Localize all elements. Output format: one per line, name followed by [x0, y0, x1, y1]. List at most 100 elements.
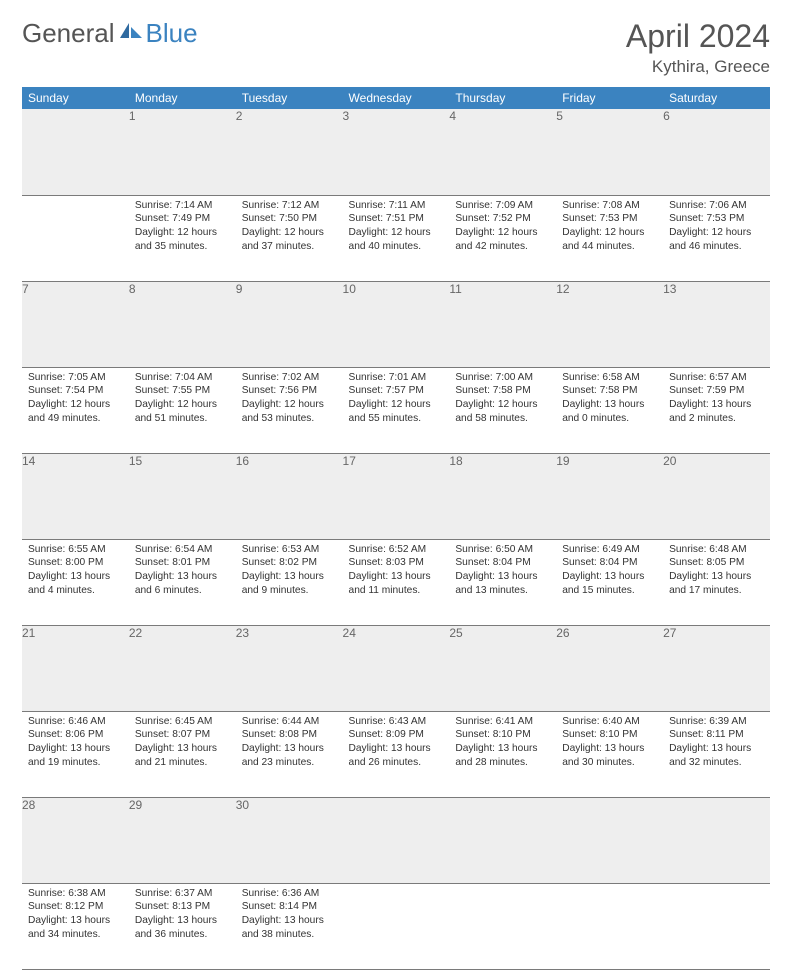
day-cell: Sunrise: 6:49 AMSunset: 8:04 PMDaylight:… — [556, 539, 663, 625]
sunset-text: Sunset: 8:10 PM — [455, 728, 550, 742]
day-number-cell: 3 — [343, 109, 450, 195]
day-number-cell: 17 — [343, 453, 450, 539]
daylight-line-2: and 42 minutes. — [455, 240, 550, 254]
daylight-line-2: and 44 minutes. — [562, 240, 657, 254]
sunset-text: Sunset: 8:04 PM — [562, 556, 657, 570]
header: General Blue April 2024 Kythira, Greece — [22, 18, 770, 77]
daylight-line-1: Daylight: 13 hours — [349, 742, 444, 756]
day-number-cell: 24 — [343, 625, 450, 711]
sunrise-text: Sunrise: 6:36 AM — [242, 887, 337, 901]
weekday-header: Tuesday — [236, 87, 343, 109]
daylight-line-1: Daylight: 12 hours — [242, 226, 337, 240]
day-number-cell: 7 — [22, 281, 129, 367]
day-number-cell: 14 — [22, 453, 129, 539]
daylight-line-1: Daylight: 12 hours — [455, 398, 550, 412]
daylight-line-2: and 19 minutes. — [28, 756, 123, 770]
sunrise-text: Sunrise: 6:50 AM — [455, 543, 550, 557]
day-details: Sunrise: 7:04 AMSunset: 7:55 PMDaylight:… — [129, 368, 236, 430]
daylight-line-2: and 37 minutes. — [242, 240, 337, 254]
daylight-line-1: Daylight: 13 hours — [135, 742, 230, 756]
weekday-header: Thursday — [449, 87, 556, 109]
day-cell: Sunrise: 6:57 AMSunset: 7:59 PMDaylight:… — [663, 367, 770, 453]
daylight-line-2: and 38 minutes. — [242, 928, 337, 942]
daylight-line-1: Daylight: 13 hours — [28, 742, 123, 756]
sunset-text: Sunset: 7:55 PM — [135, 384, 230, 398]
sunrise-text: Sunrise: 7:02 AM — [242, 371, 337, 385]
daylight-line-2: and 2 minutes. — [669, 412, 764, 426]
sunrise-text: Sunrise: 6:46 AM — [28, 715, 123, 729]
sunrise-text: Sunrise: 6:54 AM — [135, 543, 230, 557]
day-number-row: 282930 — [22, 797, 770, 883]
sunrise-text: Sunrise: 6:44 AM — [242, 715, 337, 729]
daylight-line-1: Daylight: 13 hours — [242, 570, 337, 584]
weekday-header: Saturday — [663, 87, 770, 109]
day-details: Sunrise: 7:11 AMSunset: 7:51 PMDaylight:… — [343, 196, 450, 258]
daylight-line-2: and 55 minutes. — [349, 412, 444, 426]
day-cell: Sunrise: 6:53 AMSunset: 8:02 PMDaylight:… — [236, 539, 343, 625]
daylight-line-2: and 40 minutes. — [349, 240, 444, 254]
sunrise-text: Sunrise: 6:45 AM — [135, 715, 230, 729]
day-cell — [449, 883, 556, 969]
day-cell — [22, 195, 129, 281]
daylight-line-2: and 32 minutes. — [669, 756, 764, 770]
daylight-line-2: and 0 minutes. — [562, 412, 657, 426]
daylight-line-2: and 46 minutes. — [669, 240, 764, 254]
day-number-cell: 29 — [129, 797, 236, 883]
day-cell: Sunrise: 7:06 AMSunset: 7:53 PMDaylight:… — [663, 195, 770, 281]
day-number-cell: 2 — [236, 109, 343, 195]
day-details: Sunrise: 7:00 AMSunset: 7:58 PMDaylight:… — [449, 368, 556, 430]
daylight-line-1: Daylight: 13 hours — [669, 570, 764, 584]
sunrise-text: Sunrise: 6:37 AM — [135, 887, 230, 901]
daylight-line-2: and 23 minutes. — [242, 756, 337, 770]
sunset-text: Sunset: 7:58 PM — [562, 384, 657, 398]
day-number-cell: 23 — [236, 625, 343, 711]
day-number-cell: 12 — [556, 281, 663, 367]
sunset-text: Sunset: 8:10 PM — [562, 728, 657, 742]
daylight-line-1: Daylight: 12 hours — [349, 398, 444, 412]
daylight-line-1: Daylight: 13 hours — [455, 742, 550, 756]
sunset-text: Sunset: 8:11 PM — [669, 728, 764, 742]
day-cell: Sunrise: 6:45 AMSunset: 8:07 PMDaylight:… — [129, 711, 236, 797]
day-cell: Sunrise: 7:00 AMSunset: 7:58 PMDaylight:… — [449, 367, 556, 453]
daylight-line-2: and 34 minutes. — [28, 928, 123, 942]
sunset-text: Sunset: 8:13 PM — [135, 900, 230, 914]
day-number-cell: 16 — [236, 453, 343, 539]
day-cell: Sunrise: 6:39 AMSunset: 8:11 PMDaylight:… — [663, 711, 770, 797]
day-details: Sunrise: 6:48 AMSunset: 8:05 PMDaylight:… — [663, 540, 770, 602]
day-cell: Sunrise: 6:44 AMSunset: 8:08 PMDaylight:… — [236, 711, 343, 797]
daylight-line-1: Daylight: 12 hours — [28, 398, 123, 412]
daylight-line-1: Daylight: 12 hours — [669, 226, 764, 240]
sunset-text: Sunset: 7:52 PM — [455, 212, 550, 226]
sunrise-text: Sunrise: 6:58 AM — [562, 371, 657, 385]
day-cell: Sunrise: 7:14 AMSunset: 7:49 PMDaylight:… — [129, 195, 236, 281]
day-cell: Sunrise: 6:54 AMSunset: 8:01 PMDaylight:… — [129, 539, 236, 625]
sunset-text: Sunset: 7:54 PM — [28, 384, 123, 398]
daylight-line-1: Daylight: 12 hours — [562, 226, 657, 240]
logo-sails-icon — [118, 21, 144, 41]
sunset-text: Sunset: 7:50 PM — [242, 212, 337, 226]
sunrise-text: Sunrise: 7:06 AM — [669, 199, 764, 213]
sunrise-text: Sunrise: 7:00 AM — [455, 371, 550, 385]
sunrise-text: Sunrise: 6:57 AM — [669, 371, 764, 385]
daylight-line-2: and 15 minutes. — [562, 584, 657, 598]
weekday-header-row: Sunday Monday Tuesday Wednesday Thursday… — [22, 87, 770, 109]
daylight-line-2: and 13 minutes. — [455, 584, 550, 598]
day-number-cell: 13 — [663, 281, 770, 367]
day-details: Sunrise: 7:09 AMSunset: 7:52 PMDaylight:… — [449, 196, 556, 258]
sunrise-text: Sunrise: 6:43 AM — [349, 715, 444, 729]
day-details: Sunrise: 6:40 AMSunset: 8:10 PMDaylight:… — [556, 712, 663, 774]
daylight-line-2: and 30 minutes. — [562, 756, 657, 770]
sunrise-text: Sunrise: 7:08 AM — [562, 199, 657, 213]
sunrise-text: Sunrise: 7:04 AM — [135, 371, 230, 385]
day-cell: Sunrise: 7:12 AMSunset: 7:50 PMDaylight:… — [236, 195, 343, 281]
day-cell: Sunrise: 6:36 AMSunset: 8:14 PMDaylight:… — [236, 883, 343, 969]
daylight-line-2: and 17 minutes. — [669, 584, 764, 598]
day-body-row: Sunrise: 6:55 AMSunset: 8:00 PMDaylight:… — [22, 539, 770, 625]
sunrise-text: Sunrise: 7:14 AM — [135, 199, 230, 213]
day-number-cell — [449, 797, 556, 883]
daylight-line-1: Daylight: 13 hours — [562, 398, 657, 412]
weekday-header: Friday — [556, 87, 663, 109]
day-details: Sunrise: 6:36 AMSunset: 8:14 PMDaylight:… — [236, 884, 343, 946]
daylight-line-1: Daylight: 13 hours — [242, 914, 337, 928]
day-details: Sunrise: 6:44 AMSunset: 8:08 PMDaylight:… — [236, 712, 343, 774]
